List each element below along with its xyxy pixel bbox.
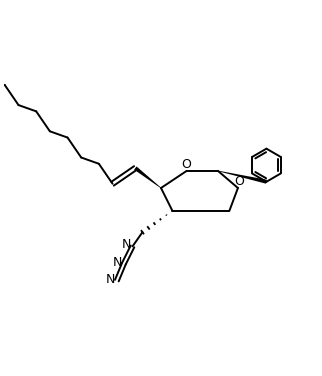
Text: N: N [121,238,131,252]
Text: O: O [234,175,244,188]
Text: O: O [182,158,192,171]
Polygon shape [134,167,161,188]
Polygon shape [218,171,267,184]
Text: N: N [113,256,122,268]
Text: N: N [106,273,115,286]
